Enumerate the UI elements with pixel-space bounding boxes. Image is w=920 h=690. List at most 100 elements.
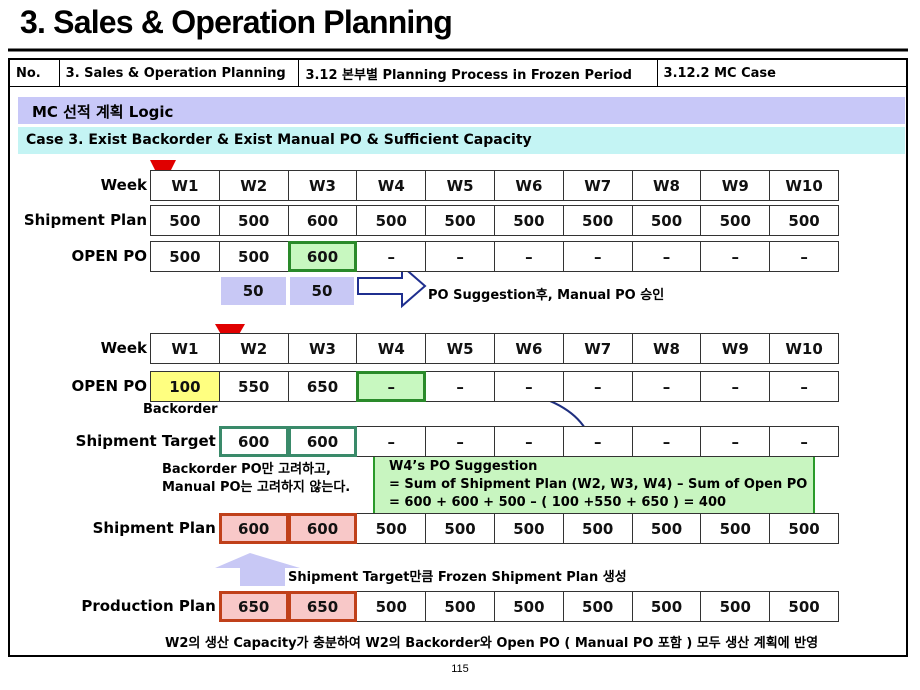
table-cell: – [700, 426, 771, 457]
table-cell: 500 [356, 513, 427, 544]
table-cell: W6 [494, 333, 564, 364]
row-label: Shipment Target [75, 432, 216, 450]
table-cell: W5 [425, 333, 495, 364]
table-cell: 500 [631, 591, 702, 622]
table-cell: – [700, 371, 771, 402]
title: 3. Sales & Operation Planning [20, 4, 453, 40]
table-cell: W9 [700, 333, 771, 364]
row-label: Shipment Plan [92, 519, 216, 537]
table-cell: 500 [150, 205, 220, 236]
table-cell: – [700, 241, 771, 272]
table-cell: – [356, 241, 427, 272]
table-cell: 500 [769, 591, 839, 622]
table-cell: 500 [631, 205, 702, 236]
table-cell: 500 [425, 205, 495, 236]
header-cell: No. [10, 60, 60, 87]
table-cell: 500 [425, 513, 495, 544]
header-cell: 3.12 본부별 Planning Process in Frozen Peri… [299, 60, 658, 87]
callout-line: = 600 + 600 + 500 – ( 100 +550 + 650 ) =… [389, 495, 727, 510]
table-cell: – [631, 371, 702, 402]
table-cell: W10 [769, 170, 839, 201]
table-cell: 500 [562, 513, 633, 544]
table-cell: 600 [218, 426, 289, 457]
table-cell: 500 [356, 205, 427, 236]
table-cell: – [562, 371, 633, 402]
header-cell: 3. Sales & Operation Planning [60, 60, 300, 87]
table-cell: W3 [287, 333, 358, 364]
table-cell: W1 [150, 333, 220, 364]
table-cell: – [425, 371, 495, 402]
up-arrow [215, 553, 300, 586]
table-cell: – [769, 371, 839, 402]
arrow-caption: Shipment Target만큼 Frozen Shipment Plan 생… [288, 570, 627, 585]
row-label: OPEN PO [71, 377, 147, 395]
callout: W4’s PO Suggestion = Sum of Shipment Plan… [373, 453, 815, 518]
table-cell: 600 [287, 205, 358, 236]
table-cell: 500 [562, 205, 633, 236]
table-cell: W3 [287, 170, 358, 201]
table-cell: W7 [562, 170, 633, 201]
table-cell: 500 [150, 241, 220, 272]
row-label: OPEN PO [71, 247, 147, 265]
table-cell: 600 [287, 513, 358, 544]
page-number: 115 [451, 663, 469, 675]
table-cell: W7 [562, 333, 633, 364]
frame [8, 58, 908, 657]
table-cell: 500 [700, 513, 771, 544]
table-cell: 500 [700, 205, 771, 236]
table-cell: 100 [150, 371, 220, 402]
row-label: Shipment Plan [23, 211, 147, 229]
table-cell: W2 [218, 170, 289, 201]
table-cell: – [562, 426, 633, 457]
table-cell: 500 [218, 205, 289, 236]
table-cell: 650 [287, 371, 358, 402]
row-label: Production Plan [81, 597, 216, 615]
table-cell: W8 [631, 170, 702, 201]
table-cell: – [425, 426, 495, 457]
suggestion-cell: 50 [220, 277, 286, 305]
table-cell: 500 [356, 591, 427, 622]
section-bar: MC 선적 계획 Logic [18, 97, 905, 124]
case-bar: Case 3. Exist Backorder & Exist Manual P… [18, 127, 905, 154]
table-cell: – [494, 426, 564, 457]
table-cell: 500 [494, 205, 564, 236]
suggestion-note: PO Suggestion후, Manual PO 승인 [428, 288, 665, 303]
table-cell: W5 [425, 170, 495, 201]
table-cell: 500 [700, 591, 771, 622]
table-cell: – [769, 426, 839, 457]
callout-line: = Sum of Shipment Plan (W2, W3, W4) – Su… [389, 477, 808, 492]
table-cell: 500 [425, 591, 495, 622]
table-cell: 600 [287, 241, 358, 272]
callout-line: W4’s PO Suggestion [389, 459, 538, 474]
table-cell: – [769, 241, 839, 272]
table-cell: W4 [356, 333, 427, 364]
table-cell: 650 [287, 591, 358, 622]
footer-note: W2의 생산 Capacity가 충분하여 W2의 Backorder와 Ope… [165, 636, 819, 651]
table-cell: 500 [494, 591, 564, 622]
table-cell: 550 [218, 371, 289, 402]
header-cell: 3.12.2 MC Case [663, 66, 776, 81]
table-cell: 650 [218, 591, 289, 622]
table-cell: 500 [631, 513, 702, 544]
table-cell: – [631, 241, 702, 272]
table-cell: W6 [494, 170, 564, 201]
table-cell: W2 [218, 333, 289, 364]
header-row: No. 3. Sales & Operation Planning 3.12 본부별… [10, 60, 906, 87]
table-cell: 500 [494, 513, 564, 544]
hollow-arrow [357, 263, 427, 309]
table-cell: W4 [356, 170, 427, 201]
table-cell: 500 [769, 513, 839, 544]
table-cell: W10 [769, 333, 839, 364]
suggestion-cell: 50 [289, 277, 355, 305]
table-cell: – [494, 371, 564, 402]
table-cell: – [356, 426, 427, 457]
row-label: Week [100, 176, 147, 194]
table-cell: W8 [631, 333, 702, 364]
table-cell: W9 [700, 170, 771, 201]
row-label: Week [100, 339, 147, 357]
table-cell: 600 [218, 513, 289, 544]
table-cell: 500 [562, 591, 633, 622]
note: Backorder PO만 고려하고, Manual PO는 고려하지 않는다. [162, 461, 350, 497]
